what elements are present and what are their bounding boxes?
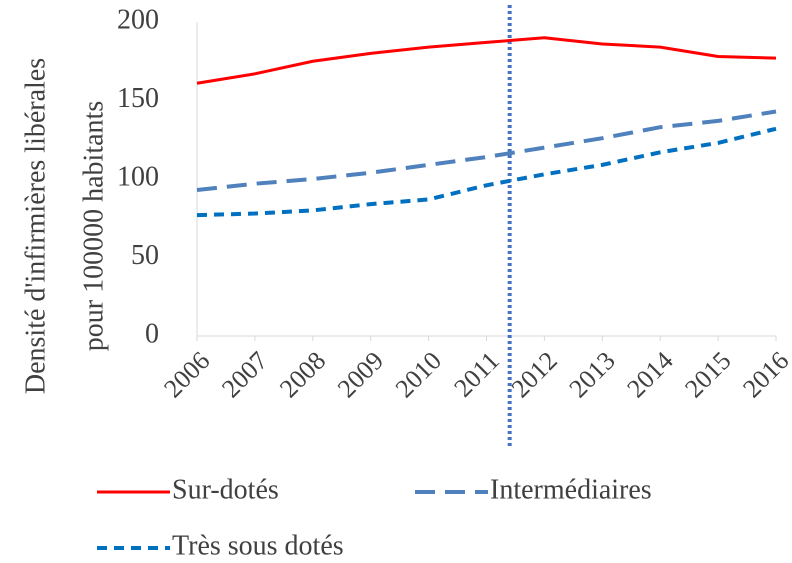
x-tick-label: 2007 [216,346,273,403]
x-tick-label: 2013 [563,346,620,403]
x-tick-label: 2016 [737,346,792,403]
series-line [196,109,777,192]
x-tick-label: 2008 [274,346,331,403]
y-tick-label: 200 [117,4,159,35]
x-tick-label: 2015 [679,346,736,403]
series-line [196,36,777,85]
legend-label: Sur-dotés [172,474,279,505]
legend-label: Intermédiaires [490,474,652,505]
series-line [196,126,777,218]
legend-label: Très sous dotés [172,530,344,561]
x-tick-label: 2014 [621,346,678,403]
y-tick-label: 0 [145,318,159,349]
y-tick-label: 100 [117,161,159,192]
y-tick-label: 50 [131,240,159,271]
y-axis-label: pour 100000 habitants [78,101,109,351]
y-axis-label: Densité d'infirmières libérales [20,58,51,394]
x-tick-label: 2012 [506,346,563,403]
x-tick-label: 2009 [332,346,389,403]
x-tick-label: 2006 [158,346,215,403]
x-tick-label: 2010 [390,346,447,403]
y-tick-label: 150 [117,83,159,114]
x-tick-label: 2011 [448,346,505,403]
